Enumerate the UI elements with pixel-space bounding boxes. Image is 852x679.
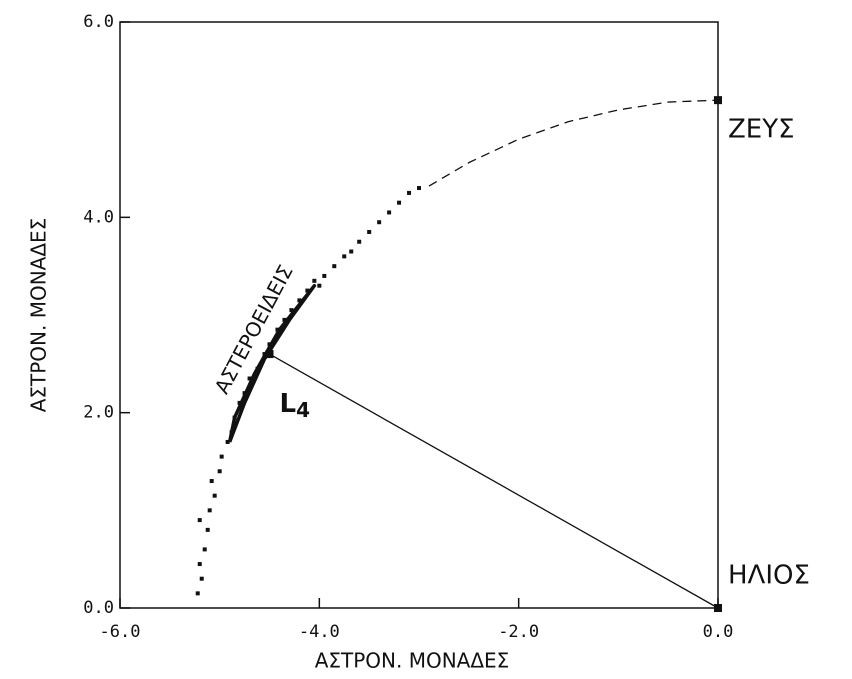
point-label: ΖΕΥΣ [728, 115, 795, 145]
asteroid-point [247, 376, 252, 381]
asteroid-point [317, 283, 322, 288]
asteroid-point [312, 278, 317, 283]
asteroid-point [305, 288, 310, 293]
x-axis-label: ΑΣΤΡΟΝ. ΜΟΝΑΔΕΣ [315, 649, 510, 673]
body-marker [265, 350, 274, 359]
asteroid-point [349, 249, 354, 254]
asteroid-point [297, 298, 302, 303]
asteroid-point [207, 508, 212, 513]
asteroid-point [342, 254, 347, 259]
x-tick-label: -2.0 [498, 622, 539, 642]
x-tick-label: 0.0 [703, 622, 734, 642]
asteroid-point [202, 547, 207, 552]
asteroid-point [209, 479, 214, 484]
asteroid-point [289, 308, 294, 313]
asteroid-point [407, 190, 412, 195]
asteroid-point [197, 562, 202, 567]
asteroid-point [225, 439, 230, 444]
plot-frame [119, 21, 719, 609]
asteroid-point [397, 200, 402, 205]
x-tick-label: -4.0 [299, 622, 340, 642]
body-marker [714, 604, 722, 612]
x-tick-label: -6.0 [100, 622, 141, 642]
asteroid-point [417, 186, 421, 191]
point-label-main: L [280, 389, 297, 419]
asteroid-point [367, 229, 372, 234]
curve [428, 99, 719, 187]
point-label-sub: 4 [296, 398, 310, 422]
curve [269, 353, 719, 609]
point-label: ΗΛΙΟΣ [728, 561, 810, 591]
asteroid-point [322, 273, 327, 278]
asteroid-point [219, 454, 224, 459]
y-tick-label: 2.0 [83, 403, 114, 423]
asteroid-point [387, 210, 392, 215]
asteroid-point [377, 220, 382, 225]
asteroid-point [282, 317, 287, 322]
y-axis-label: ΑΣΤΡΟΝ. ΜΟΝΑΔΕΣ [27, 218, 51, 413]
asteroid-point [195, 591, 200, 596]
body-marker [714, 96, 722, 105]
asteroid-point [332, 264, 337, 269]
point-label: L4 [280, 389, 311, 422]
y-tick-label: 4.0 [83, 207, 114, 227]
asteroid-point [357, 239, 362, 244]
asteroid-point [199, 576, 204, 581]
asteroid-point [197, 518, 202, 523]
asteroid-point [205, 527, 210, 532]
curve [227, 283, 317, 443]
asteroid-point [217, 469, 222, 474]
y-tick-label: 0.0 [83, 598, 114, 618]
asteroid-point [212, 493, 217, 498]
y-tick-label: 6.0 [83, 12, 114, 32]
